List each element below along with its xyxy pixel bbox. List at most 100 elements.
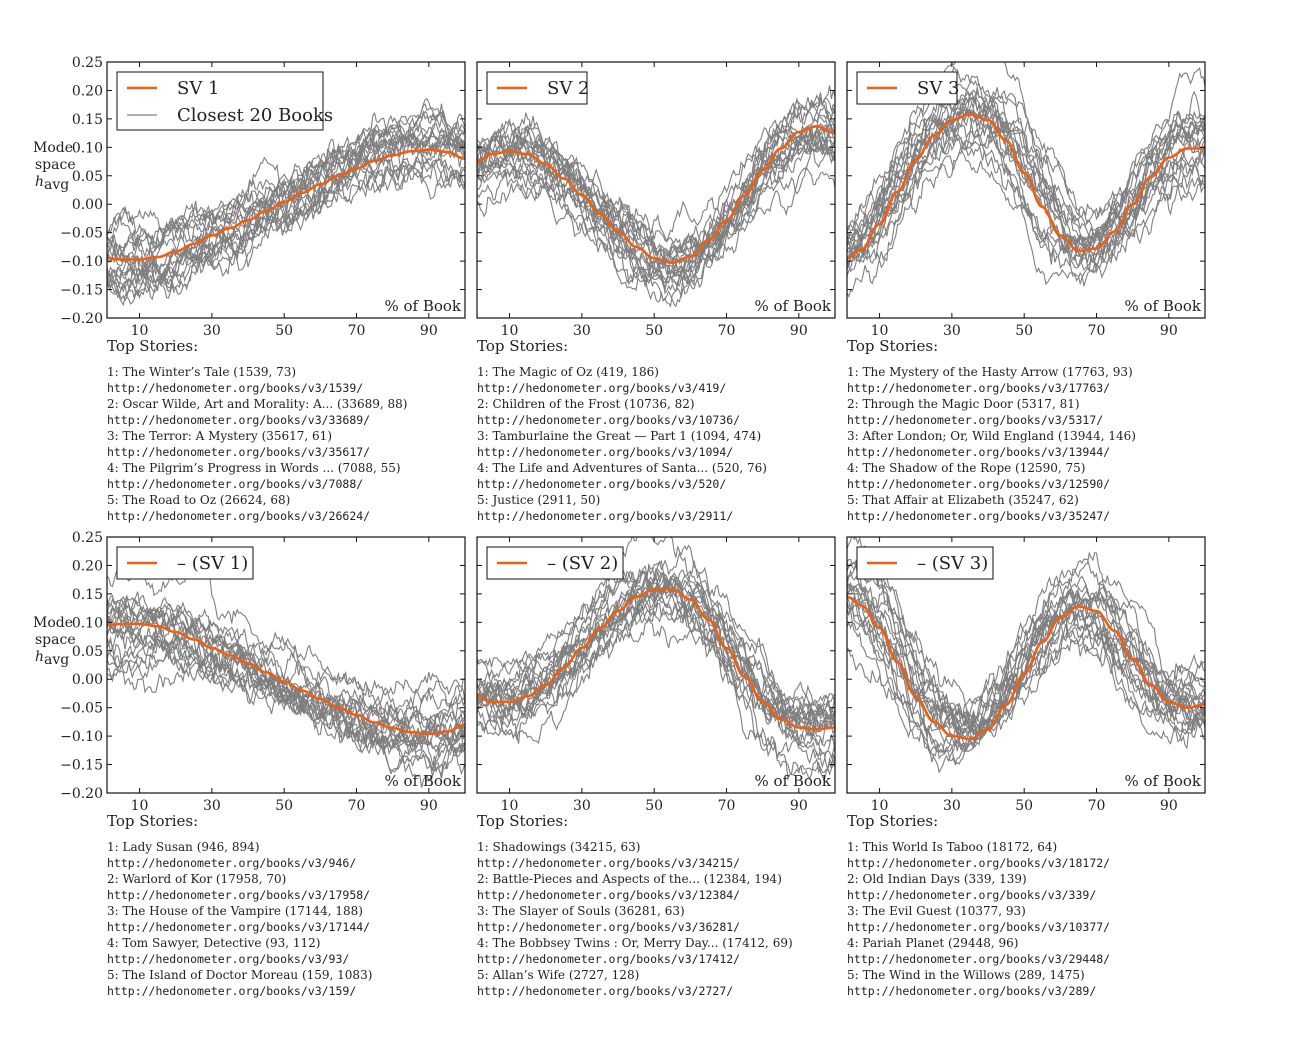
- story-title: 3: The Slayer of Souls (36281, 63): [477, 904, 685, 918]
- story-link[interactable]: http://hedonometer.org/books/v3/93/: [107, 952, 350, 966]
- story-link[interactable]: http://hedonometer.org/books/v3/520/: [477, 477, 727, 491]
- top-stories-header: Top Stories:: [847, 337, 939, 355]
- book-trace-line: [107, 610, 465, 734]
- x-annotation: % of Book: [384, 772, 461, 790]
- story-link[interactable]: http://hedonometer.org/books/v3/159/: [107, 984, 357, 998]
- story-link[interactable]: http://hedonometer.org/books/v3/10736/: [477, 413, 741, 427]
- x-tick-label: 10: [131, 323, 149, 339]
- story-link[interactable]: http://hedonometer.org/books/v3/36281/: [477, 920, 741, 934]
- y-axis-label-line1: Mode: [33, 615, 73, 631]
- story-link[interactable]: http://hedonometer.org/books/v3/18172/: [847, 856, 1111, 870]
- plot-frame: [846, 61, 1206, 319]
- story-title: 3: The House of the Vampire (17144, 188): [107, 904, 363, 918]
- top-stories-header: Top Stories:: [477, 812, 569, 830]
- x-tick-label: 90: [1160, 323, 1178, 339]
- book-trace-line: [477, 92, 835, 286]
- y-tick-label: −0.10: [60, 254, 103, 270]
- book-trace-line: [107, 152, 465, 291]
- plot-frame: [476, 536, 836, 794]
- y-tick-label: −0.15: [60, 283, 103, 299]
- story-link[interactable]: http://hedonometer.org/books/v3/12384/: [477, 888, 741, 902]
- y-tick-label: 0.25: [72, 530, 103, 546]
- x-tick-label: 90: [1160, 798, 1178, 814]
- book-trace-line: [107, 662, 465, 731]
- top-stories-header: Top Stories:: [477, 337, 569, 355]
- book-trace-line: [477, 115, 835, 288]
- story-link[interactable]: http://hedonometer.org/books/v3/2911/: [477, 509, 734, 523]
- panel-4: 10 30 50 70 90 0.25 0.20 0.15 0.10 0.05 0.00 −0.05 −…: [33, 530, 466, 814]
- panel-5: 10 30 50 70 90 % of Book – (SV 2): [476, 536, 836, 814]
- story-title: 4: The Life and Adventures of Santa... (…: [477, 461, 767, 475]
- legend: SV 3: [856, 71, 960, 105]
- legend-label: – (SV 3): [917, 553, 988, 574]
- x-tick-label: 70: [718, 323, 736, 339]
- story-link[interactable]: http://hedonometer.org/books/v3/13944/: [847, 445, 1111, 459]
- book-trace-line: [847, 62, 1205, 246]
- story-link[interactable]: http://hedonometer.org/books/v3/2727/: [477, 984, 734, 998]
- y-axis-label-line3: h: [35, 649, 44, 665]
- story-link[interactable]: http://hedonometer.org/books/v3/29448/: [847, 952, 1111, 966]
- story-link[interactable]: http://hedonometer.org/books/v3/17958/: [107, 888, 371, 902]
- book-traces: [847, 537, 1205, 774]
- story-link[interactable]: http://hedonometer.org/books/v3/1539/: [107, 381, 364, 395]
- story-link[interactable]: http://hedonometer.org/books/v3/34215/: [477, 856, 741, 870]
- story-link[interactable]: http://hedonometer.org/books/v3/35247/: [847, 509, 1111, 523]
- story-link[interactable]: http://hedonometer.org/books/v3/419/: [477, 381, 727, 395]
- plot-area: [477, 85, 835, 308]
- x-tick-label: 30: [203, 323, 221, 339]
- y-tick-label: 0.15: [72, 587, 103, 603]
- y-tick-label: −0.15: [60, 758, 103, 774]
- top-stories-3: Top Stories: 1: The Mystery of the Hasty …: [847, 337, 1207, 524]
- x-tick-label: 30: [943, 798, 961, 814]
- story-link[interactable]: http://hedonometer.org/books/v3/946/: [107, 856, 357, 870]
- story-link[interactable]: http://hedonometer.org/books/v3/35617/: [107, 445, 371, 459]
- book-trace-line: [847, 98, 1205, 276]
- top-stories-6: Top Stories: 1: This World Is Taboo (1817…: [847, 812, 1207, 999]
- story-title: 1: This World Is Taboo (18172, 64): [847, 840, 1058, 854]
- book-trace-line: [847, 90, 1205, 279]
- y-tick-label: 0.20: [72, 558, 103, 574]
- book-trace-line: [477, 128, 835, 308]
- story-link[interactable]: http://hedonometer.org/books/v3/10377/: [847, 920, 1111, 934]
- story-link[interactable]: http://hedonometer.org/books/v3/17763/: [847, 381, 1111, 395]
- story-link[interactable]: http://hedonometer.org/books/v3/339/: [847, 888, 1097, 902]
- y-tick-label: 0.15: [72, 112, 103, 128]
- story-link[interactable]: http://hedonometer.org/books/v3/17144/: [107, 920, 371, 934]
- story-link[interactable]: http://hedonometer.org/books/v3/1094/: [477, 445, 734, 459]
- story-link[interactable]: http://hedonometer.org/books/v3/12590/: [847, 477, 1111, 491]
- series-line-sv-3: [847, 112, 1205, 260]
- story-link[interactable]: http://hedonometer.org/books/v3/17412/: [477, 952, 741, 966]
- plot-frame: [476, 61, 836, 319]
- story-link[interactable]: http://hedonometer.org/books/v3/33689/: [107, 413, 371, 427]
- top-stories-4: Top Stories: 1: Lady Susan (946, 894) http…: [107, 812, 467, 999]
- story-link[interactable]: http://hedonometer.org/books/v3/7088/: [107, 477, 364, 491]
- y-tick-label: 0.10: [72, 140, 103, 156]
- book-trace-line: [477, 95, 835, 308]
- book-trace-line: [847, 89, 1205, 298]
- x-tick-label: 70: [1088, 323, 1106, 339]
- story-title: 1: Shadowings (34215, 63): [477, 840, 641, 854]
- book-trace-line: [107, 152, 465, 242]
- story-link[interactable]: http://hedonometer.org/books/v3/5317/: [847, 413, 1104, 427]
- legend-label: – (SV 1): [177, 553, 248, 574]
- plot-frame: [106, 536, 466, 794]
- book-trace-line: [107, 128, 465, 270]
- story-title: 4: Pariah Planet (29448, 96): [847, 936, 1019, 950]
- series-line--sv-2-: [477, 588, 835, 731]
- story-title: 2: Oscar Wilde, Art and Morality: A... (…: [107, 397, 408, 411]
- series-line--sv-1-: [107, 622, 465, 736]
- story-title: 5: That Affair at Elizabeth (35247, 62): [847, 493, 1079, 507]
- book-trace-line: [107, 129, 465, 299]
- legend-label: SV 3: [917, 78, 960, 99]
- story-title: 4: The Bobbsey Twins : Or, Merry Day... …: [477, 936, 793, 950]
- y-tick-label: 0.00: [72, 197, 103, 213]
- x-tick-label: 50: [275, 798, 293, 814]
- book-traces: [107, 567, 465, 788]
- story-link[interactable]: http://hedonometer.org/books/v3/289/: [847, 984, 1097, 998]
- book-trace-line: [477, 537, 835, 749]
- story-title: 2: Children of the Frost (10736, 82): [477, 397, 695, 411]
- book-trace-line: [847, 122, 1205, 266]
- story-title: 2: Through the Magic Door (5317, 81): [847, 397, 1080, 411]
- book-trace-line: [107, 131, 465, 288]
- story-link[interactable]: http://hedonometer.org/books/v3/26624/: [107, 509, 371, 523]
